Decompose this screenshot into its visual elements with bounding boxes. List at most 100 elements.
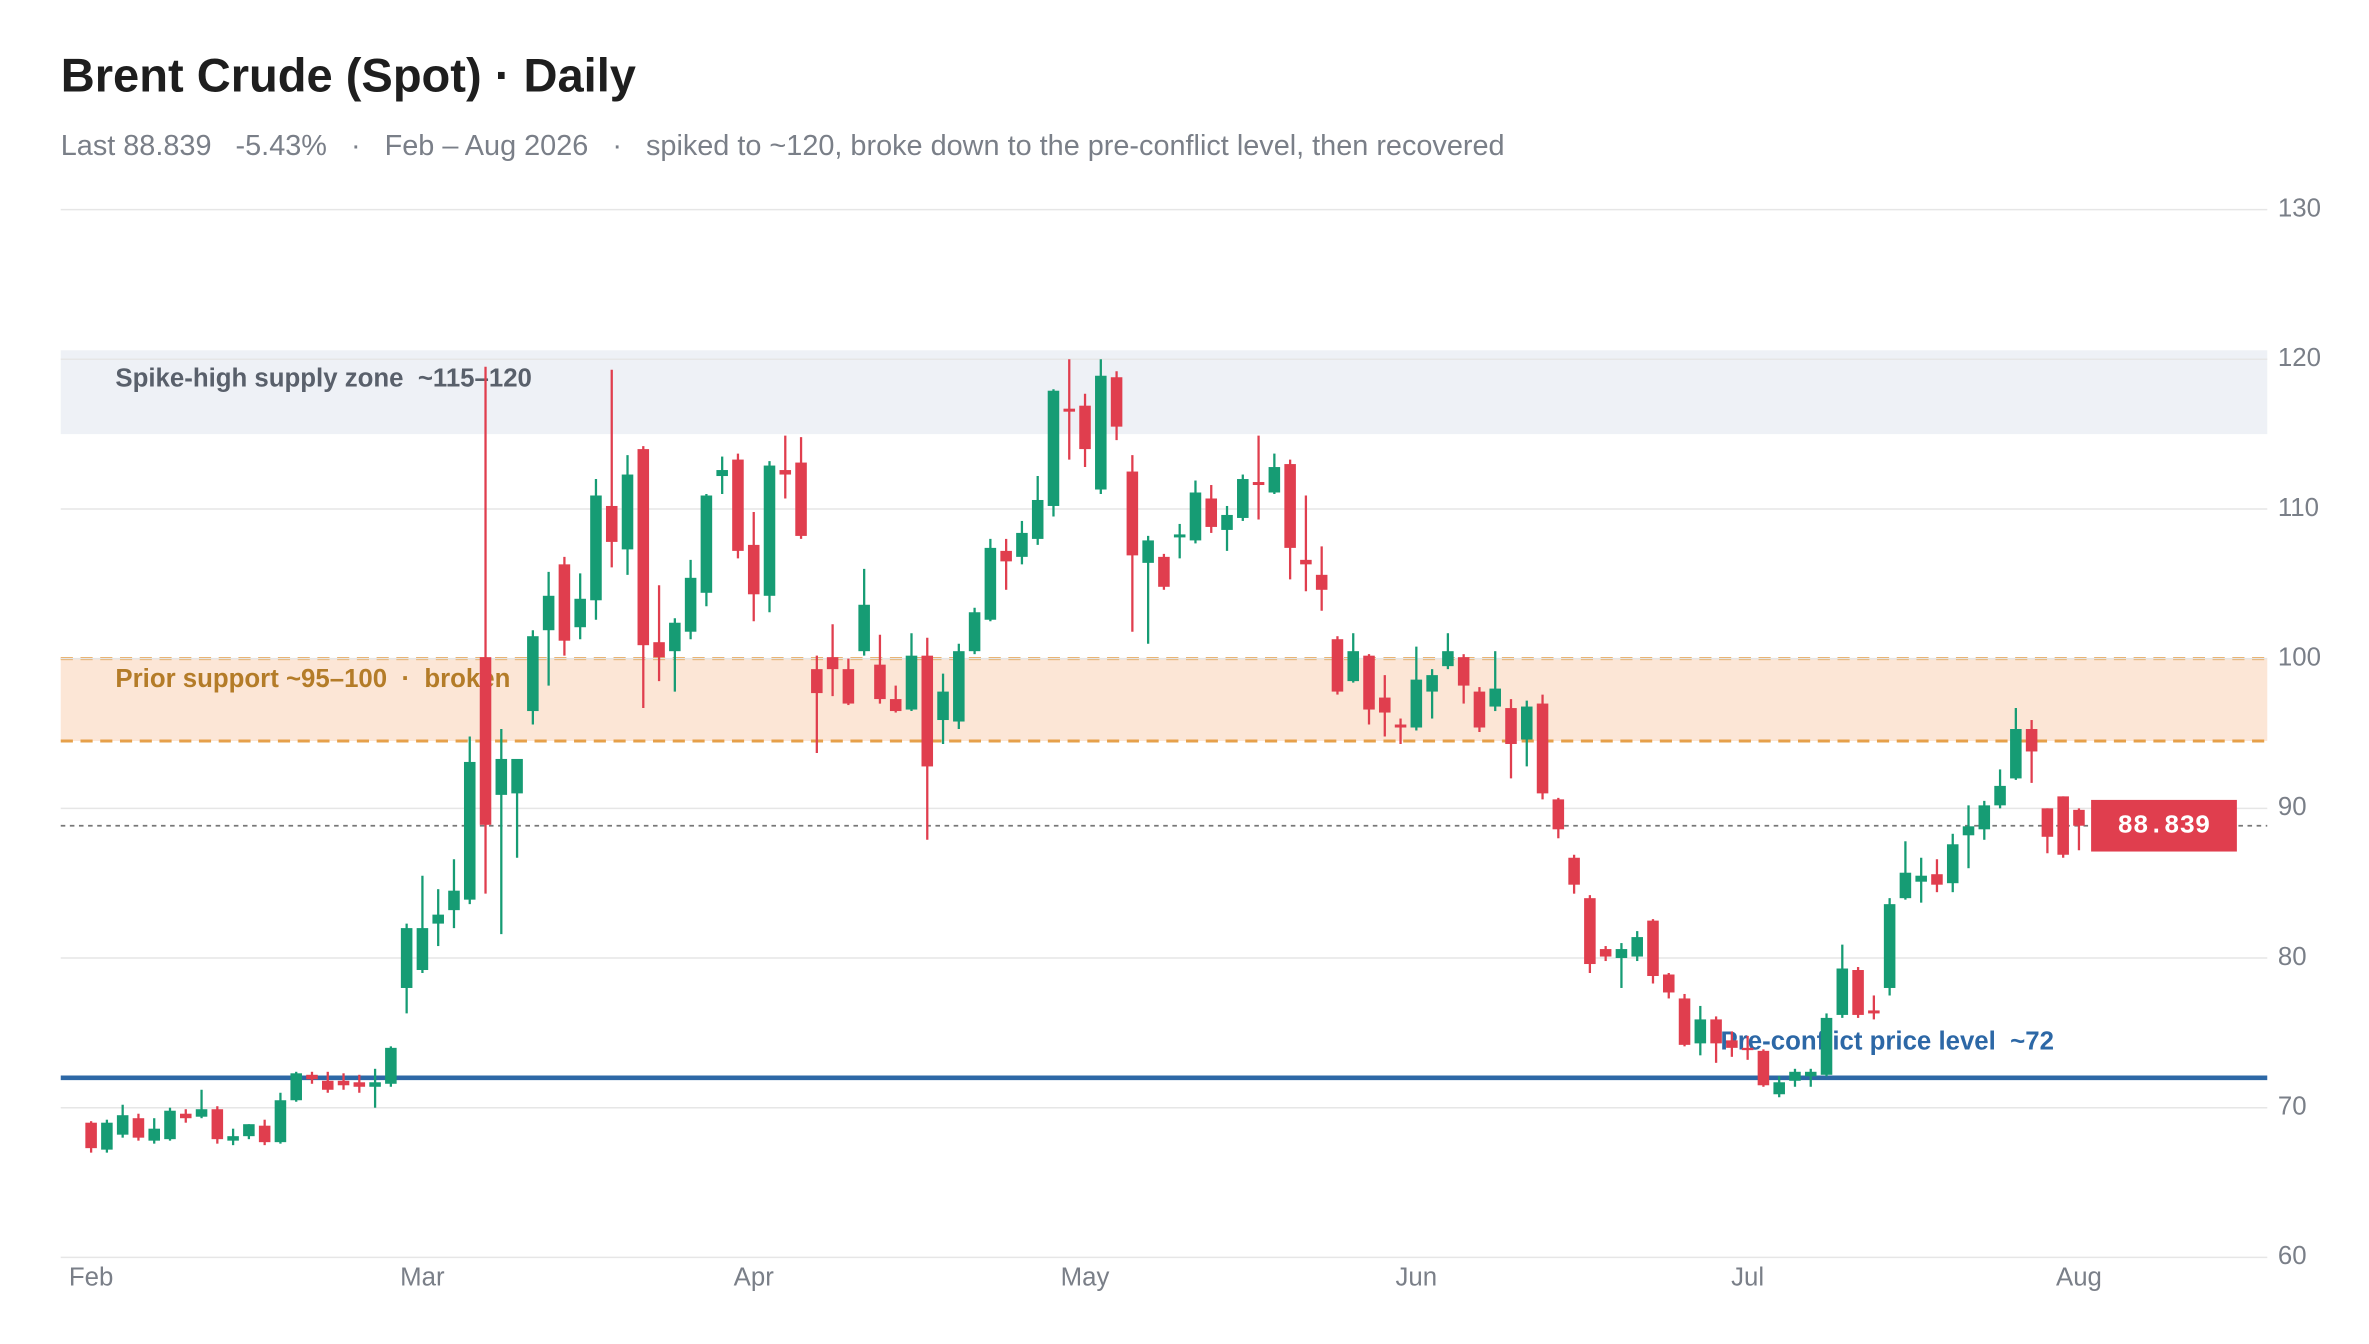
x-tick-label: Apr bbox=[734, 1263, 775, 1291]
candle-body bbox=[1868, 1010, 1880, 1014]
candle-body bbox=[1568, 857, 1580, 885]
candle-body bbox=[495, 758, 508, 795]
candle-body bbox=[1047, 390, 1060, 506]
candle-body bbox=[605, 505, 618, 542]
candle-body bbox=[700, 495, 713, 593]
candle-body bbox=[290, 1073, 302, 1101]
candle-body bbox=[1000, 550, 1012, 562]
y-tick-label: 70 bbox=[2278, 1093, 2307, 1121]
candle-body bbox=[1347, 651, 1360, 682]
candle-body bbox=[2041, 808, 2054, 837]
x-tick-label: Feb bbox=[69, 1263, 113, 1291]
candle-body bbox=[101, 1122, 113, 1150]
candle-body bbox=[400, 928, 413, 988]
candle-body bbox=[653, 642, 665, 658]
candle-body bbox=[889, 699, 902, 712]
candle-body bbox=[1410, 679, 1423, 728]
candle-body bbox=[1662, 974, 1675, 993]
candle-body bbox=[1205, 498, 1218, 527]
y-tick-label: 80 bbox=[2278, 943, 2307, 971]
y-tick-label: 60 bbox=[2278, 1242, 2307, 1270]
x-tick-label: Jun bbox=[1396, 1263, 1438, 1291]
candle-body bbox=[558, 564, 571, 641]
candle-body bbox=[353, 1082, 366, 1087]
candle-body bbox=[1031, 499, 1044, 539]
last-price-tag bbox=[2091, 799, 2237, 852]
candle-body bbox=[1804, 1071, 1817, 1077]
candle-body bbox=[874, 664, 886, 700]
candle-body bbox=[132, 1118, 145, 1138]
candle-body bbox=[1300, 559, 1312, 565]
candle-body bbox=[195, 1109, 208, 1117]
candle-body bbox=[905, 655, 918, 710]
candle-body bbox=[779, 470, 792, 475]
candle-body bbox=[1615, 949, 1628, 959]
candle-body bbox=[795, 462, 807, 536]
candle-body bbox=[337, 1080, 350, 1086]
candle-body bbox=[274, 1100, 287, 1143]
candle-body bbox=[1678, 998, 1691, 1045]
candle-body bbox=[826, 657, 839, 670]
candle-body bbox=[1631, 937, 1643, 957]
candle-body bbox=[1710, 1019, 1722, 1044]
candle-body bbox=[148, 1128, 160, 1141]
candle-body bbox=[1237, 479, 1249, 518]
candle-body bbox=[2073, 809, 2085, 826]
x-tick-label: May bbox=[1061, 1263, 1110, 1291]
candle-body bbox=[1931, 874, 1943, 885]
candle-body bbox=[1489, 688, 1501, 707]
candle-body bbox=[1268, 467, 1281, 493]
candle-body bbox=[637, 449, 650, 646]
candle-body bbox=[1552, 799, 1565, 830]
candle-body bbox=[416, 928, 429, 971]
candle-body bbox=[1946, 844, 1959, 884]
candle-body bbox=[385, 1047, 397, 1084]
candle-body bbox=[621, 474, 634, 550]
candle-body bbox=[732, 459, 744, 551]
candle-body bbox=[1852, 970, 1864, 1015]
candle-body bbox=[306, 1074, 318, 1080]
candle-body bbox=[1331, 639, 1344, 692]
candle-body bbox=[1095, 375, 1107, 490]
candle-body bbox=[1505, 708, 1517, 744]
candle-body bbox=[1442, 651, 1454, 667]
candle-body bbox=[953, 651, 965, 722]
candle-body bbox=[1016, 532, 1028, 557]
candle-body bbox=[243, 1124, 255, 1137]
candle-body bbox=[1079, 405, 1091, 450]
candle-body bbox=[1820, 1017, 1833, 1075]
y-tick-label: 100 bbox=[2278, 643, 2321, 671]
candle-body bbox=[2010, 729, 2022, 779]
candle-body bbox=[1521, 706, 1533, 740]
x-tick-label: Aug bbox=[2056, 1263, 2102, 1291]
candle-body bbox=[574, 598, 586, 628]
candle-body bbox=[1379, 697, 1391, 713]
x-tick-label: Mar bbox=[400, 1263, 445, 1291]
zone-label: Prior support ~95–100 · broken bbox=[115, 665, 510, 693]
candle-body bbox=[1584, 898, 1596, 965]
candle-body bbox=[984, 547, 997, 620]
candle-body bbox=[811, 669, 823, 694]
candle-body bbox=[1773, 1082, 1785, 1095]
candle-body bbox=[369, 1082, 381, 1087]
candle-body bbox=[1252, 482, 1265, 486]
candle-body bbox=[1836, 968, 1849, 1015]
candle-body bbox=[716, 470, 728, 477]
candle-body bbox=[1647, 920, 1659, 976]
candle-body bbox=[1315, 574, 1328, 590]
candle-body bbox=[258, 1125, 271, 1143]
candle-body bbox=[542, 595, 555, 631]
candle-body bbox=[1757, 1050, 1770, 1086]
candle-body bbox=[448, 890, 460, 911]
candle-body bbox=[1694, 1019, 1707, 1044]
last-price-label: 88.839 bbox=[2118, 812, 2211, 841]
candle-body bbox=[1883, 904, 1896, 988]
candle-body bbox=[116, 1115, 129, 1135]
candle-body bbox=[1063, 408, 1076, 412]
level-label: Pre-conflict price level ~72 bbox=[1721, 1028, 2054, 1056]
candle-body bbox=[1915, 875, 1927, 882]
candle-body bbox=[921, 655, 934, 767]
candle-body bbox=[1158, 556, 1170, 587]
candle-body bbox=[1142, 540, 1154, 563]
candle-body bbox=[1599, 949, 1612, 957]
